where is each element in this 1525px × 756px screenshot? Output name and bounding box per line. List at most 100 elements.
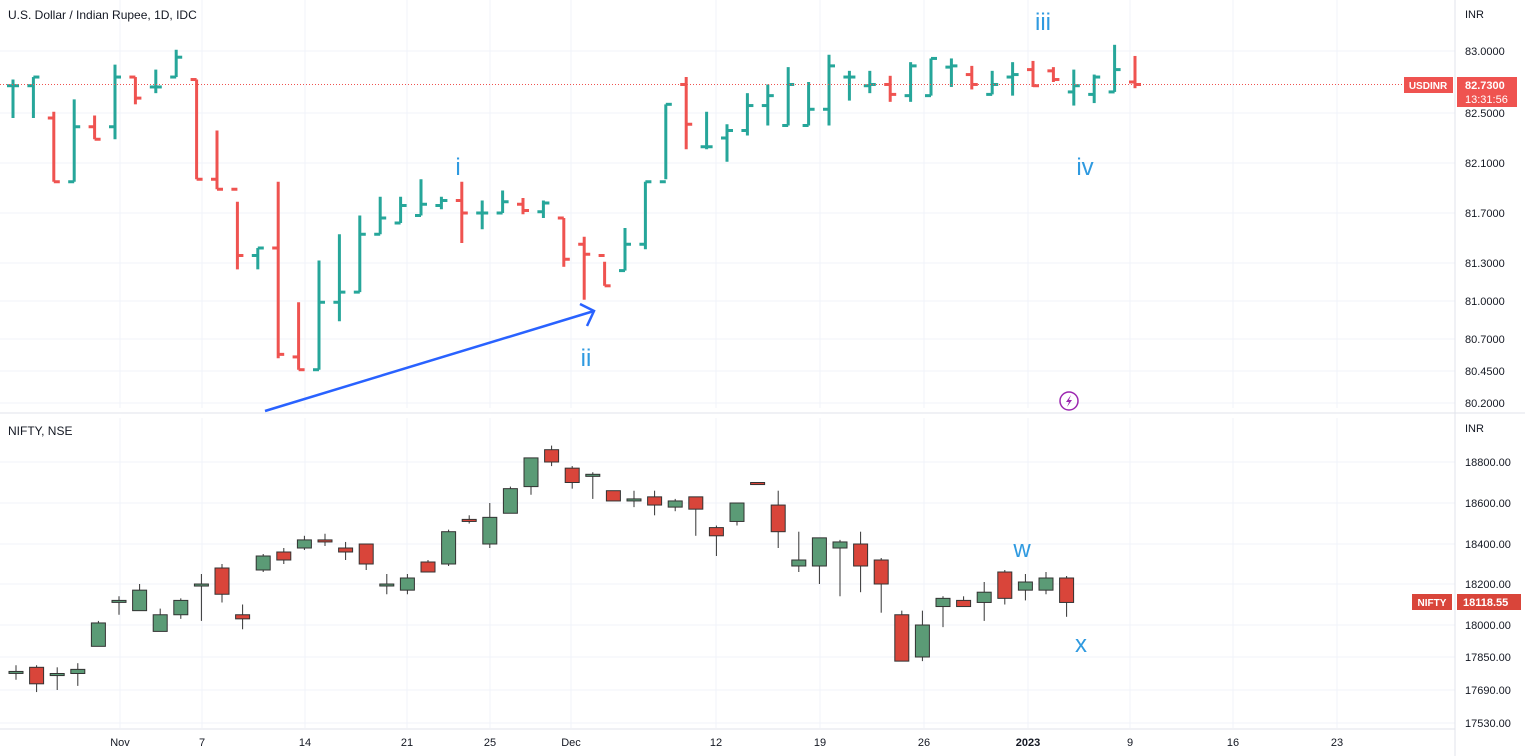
usdinr-price-tick: 80.2000 <box>1465 398 1505 410</box>
usdinr-ohlc-bar <box>313 260 325 372</box>
nifty-pane-title: NIFTY, NSE <box>8 424 73 438</box>
candle-body <box>49 673 65 677</box>
nifty-candle <box>605 490 621 502</box>
candle-body <box>544 449 560 463</box>
usdinr-ohlc-bar <box>986 70 999 96</box>
time-axis-label: 19 <box>814 737 826 749</box>
nifty-candle <box>1059 576 1075 617</box>
usdinr-ohlc-bar <box>333 234 346 322</box>
nifty-candle <box>708 525 724 556</box>
nifty-candle <box>585 472 601 499</box>
nifty-candle <box>832 539 848 597</box>
usdinr-symbol-badge <box>1404 77 1453 93</box>
nifty-candle <box>482 503 498 548</box>
nifty-candle <box>379 574 395 595</box>
usdinr-ohlc-bar <box>598 254 611 288</box>
nifty-candle <box>564 466 580 489</box>
time-axis-label: 23 <box>1331 737 1343 749</box>
nifty-candle <box>420 560 436 573</box>
candle-body <box>111 599 127 603</box>
usdinr-ohlc-bar <box>639 180 652 250</box>
usdinr-price-tick: 82.5000 <box>1465 108 1505 120</box>
nifty-candle <box>502 486 518 514</box>
time-axis-label: 26 <box>918 737 930 749</box>
time-axis-label: Dec <box>561 737 581 749</box>
nifty-price-badge <box>1457 594 1521 610</box>
usdinr-price-badge <box>1457 77 1517 107</box>
nifty-candle <box>90 620 106 647</box>
usdinr-ohlc-bar <box>190 78 203 181</box>
usdinr-ohlc-bar <box>68 99 81 184</box>
wave-label-iv: iv <box>1076 154 1093 181</box>
candle-body <box>358 543 374 565</box>
candle-body <box>193 583 209 587</box>
nifty-candle <box>441 529 457 566</box>
usdinr-ohlc-bar <box>476 200 489 230</box>
wave-label-ii: ii <box>581 345 592 372</box>
candle-body <box>276 551 292 561</box>
usdinr-price-tick: 80.7000 <box>1465 334 1505 346</box>
usdinr-ohlc-bar <box>88 115 101 141</box>
usdinr-ohlc-bar <box>129 75 142 105</box>
candle-body <box>894 614 910 662</box>
usdinr-ohlc-bar <box>149 69 162 94</box>
usdinr-ohlc-bar <box>170 49 183 79</box>
candle-body <box>935 597 951 608</box>
candle-body <box>338 547 354 553</box>
usdinr-ohlc-bar <box>1067 69 1080 106</box>
usdinr-ohlc-bar <box>1047 67 1060 82</box>
nifty-candle <box>873 558 889 613</box>
usdinr-countdown-text: 13:31:56 <box>1465 94 1508 106</box>
candle-body <box>688 496 704 510</box>
time-axis-label: 7 <box>199 737 205 749</box>
nifty-candle <box>132 584 148 612</box>
candle-body <box>379 583 395 587</box>
wave-label-x: x <box>1075 631 1087 658</box>
candle-body <box>317 539 333 543</box>
candle-body <box>8 670 24 674</box>
nifty-candle <box>29 665 45 693</box>
usdinr-symbol-text: USDINR <box>1409 81 1448 92</box>
nifty-candle <box>1038 572 1054 595</box>
candle-body <box>29 666 45 685</box>
candle-body <box>647 496 663 506</box>
usdinr-ohlc-bar <box>578 236 591 300</box>
nifty-candle <box>317 533 333 546</box>
time-axis-label: 2023 <box>1016 737 1040 749</box>
nifty-price-tick: 18400.00 <box>1465 539 1511 551</box>
usdinr-currency-label: INR <box>1465 9 1484 21</box>
nifty-candle <box>8 665 24 680</box>
candle-body <box>791 559 807 567</box>
usdinr-ohlc-bar <box>231 187 244 270</box>
nifty-candle <box>647 490 663 516</box>
usdinr-ohlc-bar <box>435 196 448 210</box>
nifty-candle <box>956 596 972 608</box>
nifty-candle <box>729 502 745 526</box>
usdinr-ohlc-bar <box>211 130 223 191</box>
candle-body <box>626 498 642 502</box>
candle-body <box>235 614 251 620</box>
nifty-candle <box>276 548 292 564</box>
time-axis-label: 25 <box>484 737 496 749</box>
usdinr-ohlc-bar <box>863 70 876 94</box>
nifty-candle <box>626 490 642 508</box>
candle-body <box>173 599 189 616</box>
usdinr-ohlc-bar <box>1027 60 1039 88</box>
time-axis-label: 12 <box>710 737 722 749</box>
candle-body <box>420 561 436 573</box>
time-axis-label: 16 <box>1227 737 1239 749</box>
usdinr-ohlc-bar <box>782 67 795 127</box>
usdinr-ohlc-bar <box>823 54 835 126</box>
nifty-price-tick: 18200.00 <box>1465 579 1511 591</box>
candle-body <box>853 543 869 567</box>
candle-body <box>708 527 724 537</box>
nifty-candle <box>399 574 415 595</box>
nifty-candle <box>1017 574 1033 601</box>
candle-body <box>585 473 601 477</box>
nifty-price-text: 18118.55 <box>1463 597 1508 609</box>
usdinr-ohlc-bar <box>721 124 733 162</box>
candle-body <box>399 577 415 591</box>
candle-body <box>1017 581 1033 591</box>
